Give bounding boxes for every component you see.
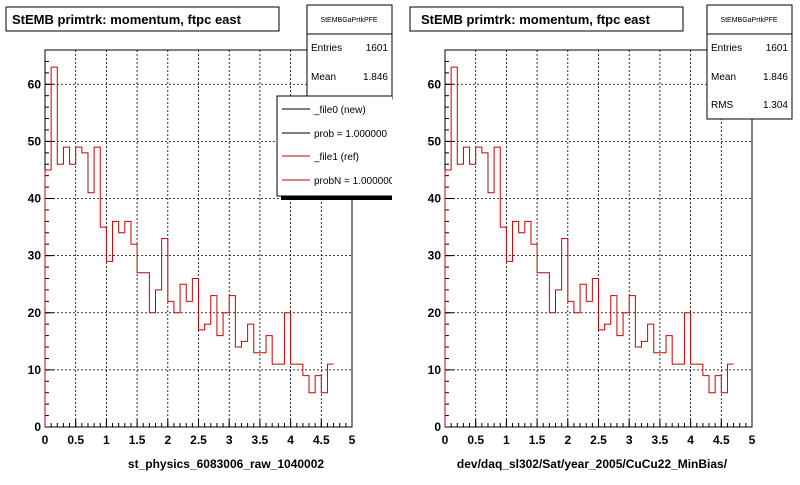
right-x-tick-label: 5 xyxy=(749,433,756,447)
left-x-tick-label: 2.5 xyxy=(190,433,207,447)
right-y-tick-label: 20 xyxy=(428,306,442,320)
right-x-tick-label: 2.5 xyxy=(590,433,607,447)
left-x-tick-label: 1 xyxy=(103,433,110,447)
right-stats-entries-label: Entries xyxy=(711,43,742,54)
right-histogram-line xyxy=(444,66,734,427)
left-stats-entries-label: Entries xyxy=(311,43,342,54)
left-y-tick-label: 20 xyxy=(28,306,42,320)
right-stats-name: StEMBGaPrtkPFE xyxy=(720,17,778,24)
right-stats-mean-value: 1.846 xyxy=(763,72,788,83)
left-y-tick-label: 50 xyxy=(28,134,42,148)
left-y-tick-label: 60 xyxy=(28,77,42,91)
right-x-tick-label: 4.5 xyxy=(713,433,730,447)
right-y-tick-label: 50 xyxy=(428,134,442,148)
left-x-tick-label: 5 xyxy=(349,433,356,447)
right-y-tick-label: 60 xyxy=(428,77,442,91)
left-x-axis-label: st_physics_6083006_raw_1040002 xyxy=(128,457,324,471)
left-x-tick-label: 1.5 xyxy=(129,433,146,447)
left-axes xyxy=(44,49,353,428)
right-x-tick-label: 0.5 xyxy=(467,433,484,447)
left-x-tick-label: 0 xyxy=(42,433,49,447)
right-panel: 0 0.5 1 1.5 2 2.5 3 3.5 4 4.5 5 0 10 20 30 40 50 60 StEM… xyxy=(409,4,793,471)
left-x-tick-label: 0.5 xyxy=(67,433,84,447)
left-y-tick-label: 10 xyxy=(28,363,42,377)
left-stats-box: StEMBGaPrtkPFE Entries 1601 Mean 1.846 xyxy=(306,4,393,100)
left-y-tick-labels: 0 10 20 30 40 50 60 xyxy=(28,77,42,434)
right-stats-rms-value: 1.304 xyxy=(763,100,788,111)
right-x-axis-label: dev/daq_sl302/Sat/year_2005/CuCu22_MinBi… xyxy=(457,457,728,471)
left-x-tick-label: 3 xyxy=(226,433,233,447)
right-x-tick-label: 0 xyxy=(442,433,449,447)
legend-entry-file0: _file0 (new) xyxy=(282,105,366,116)
right-x-tick-label: 3 xyxy=(626,433,633,447)
right-stats-rms-label: RMS xyxy=(711,100,734,111)
right-x-tick-labels: 0 0.5 1 1.5 2 2.5 3 3.5 4 4.5 5 xyxy=(442,433,756,447)
right-x-tick-label: 3.5 xyxy=(652,433,669,447)
right-y-tick-labels: 0 10 20 30 40 50 60 xyxy=(428,77,442,434)
left-panel: 0 0.5 1 1.5 2 2.5 3 3.5 4 4.5 5 0 10 20 30 40 50 60 StEM… xyxy=(5,4,395,471)
legend-entry-file1: _file1 (ref) xyxy=(282,152,359,163)
right-y-tick-label: 10 xyxy=(428,363,442,377)
right-stats-box: StEMBGaPrtkPFE Entries 1601 Mean 1.846 R… xyxy=(706,4,793,120)
right-y-tick-label: 40 xyxy=(428,192,442,206)
right-x-tick-label: 1.5 xyxy=(529,433,546,447)
legend-label-probn: probN = 1.000000 xyxy=(314,176,395,187)
right-title-box xyxy=(409,6,684,32)
left-stats-name: StEMBGaPrtkPFE xyxy=(320,17,378,24)
right-x-tick-label: 4 xyxy=(687,433,694,447)
left-x-tick-label: 4.5 xyxy=(313,433,330,447)
legend-label-file0: _file0 (new) xyxy=(313,105,366,116)
right-stats-mean-label: Mean xyxy=(711,72,736,83)
right-chart-title: StEMB primtrk: momentum, ftpc east xyxy=(421,12,651,27)
left-x-tick-labels: 0 0.5 1 1.5 2 2.5 3 3.5 4 4.5 5 xyxy=(42,433,356,447)
left-x-tick-label: 2 xyxy=(164,433,171,447)
right-x-tick-label: 1 xyxy=(503,433,510,447)
legend: _file0 (new) prob = 1.000000 _file1 (ref… xyxy=(276,95,395,200)
left-y-tick-label: 0 xyxy=(34,420,41,434)
left-stats-entries-value: 1601 xyxy=(366,43,389,54)
left-histogram-line xyxy=(44,66,334,427)
legend-label-file1: _file1 (ref) xyxy=(313,152,359,163)
left-chart-title: StEMB primtrk: momentum, ftpc east xyxy=(12,12,242,27)
left-stats-mean-label: Mean xyxy=(311,72,336,83)
right-y-tick-label: 30 xyxy=(428,249,442,263)
right-x-tick-label: 2 xyxy=(564,433,571,447)
left-y-tick-label: 40 xyxy=(28,192,42,206)
legend-entry-prob: prob = 1.000000 xyxy=(282,129,388,140)
right-y-tick-label: 0 xyxy=(434,420,441,434)
legend-label-prob: prob = 1.000000 xyxy=(314,129,388,140)
left-y-tick-label: 30 xyxy=(28,249,42,263)
right-stats-entries-value: 1601 xyxy=(766,43,789,54)
left-stats-mean-value: 1.846 xyxy=(363,72,388,83)
legend-entry-probn: probN = 1.000000 xyxy=(282,176,395,187)
left-x-tick-label: 4 xyxy=(287,433,294,447)
left-title-box xyxy=(5,6,280,32)
left-x-tick-label: 3.5 xyxy=(252,433,269,447)
right-axes xyxy=(444,49,753,428)
